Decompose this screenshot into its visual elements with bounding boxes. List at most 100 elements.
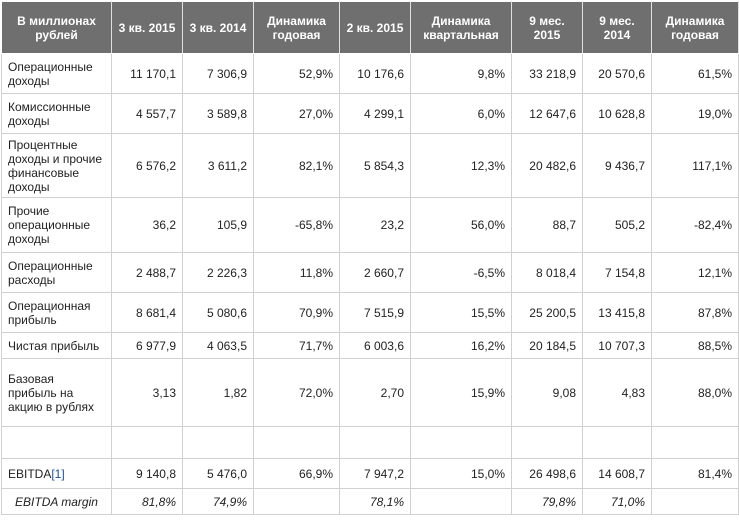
table-cell: 505,2 [582,197,652,253]
table-cell: 2 488,7 [111,252,183,293]
table-cell: 20 482,6 [511,133,583,198]
column-header: В миллионах рублей [1,1,112,54]
table-cell: 3,13 [111,358,183,427]
table-cell: 117,1% [651,133,739,198]
table-cell: 12,1% [651,252,739,293]
table-cell: 3 611,2 [182,133,254,198]
table-cell: 7 947,2 [339,458,411,489]
row-label: Чистая прибыль [1,332,112,359]
table-cell: 26 498,6 [511,458,583,489]
table-cell: 8 681,4 [111,292,183,333]
table-cell: 15,0% [410,458,512,489]
table-cell: 2 226,3 [182,252,254,293]
table-cell: -65,8% [253,197,340,253]
table-cell: 15,5% [410,292,512,333]
table-cell: 10 628,8 [582,93,652,134]
table-row: Чистая прибыль 6 977,9 4 063,5 71,7% 6 003,6… [1,332,739,359]
table-cell: 9,08 [511,358,583,427]
table-cell: 88,0% [651,358,739,427]
row-label: Операционные доходы [1,53,112,94]
table-cell: 10 707,3 [582,332,652,359]
ebitda-margin-row: EBITDA margin 81,8% 74,9% 78,1% 79,8% 71,0% [1,488,739,515]
table-cell [410,488,512,515]
table-cell: 6,0% [410,93,512,134]
table-cell: 6 977,9 [111,332,183,359]
table-cell [339,426,411,459]
table-row: Базовая прибыль на акцию в рублях 3,13 1,8… [1,358,739,427]
table-cell [182,426,254,459]
table-cell: 2,70 [339,358,411,427]
footnote-link[interactable]: [1] [51,466,65,481]
table-cell: 6 003,6 [339,332,411,359]
table-cell: 66,9% [253,458,340,489]
table-cell: 4,83 [582,358,652,427]
table-cell: 10 176,6 [339,53,411,94]
row-label: Операционные расходы [1,252,112,293]
table-cell: 88,5% [651,332,739,359]
table-row: Процентные доходы и прочие финансовые до… [1,133,739,198]
table-cell: 71,7% [253,332,340,359]
row-label: Прочие операционные доходы [1,197,112,253]
table-cell [651,426,739,459]
table-cell: 19,0% [651,93,739,134]
table-cell: 56,0% [410,197,512,253]
table-cell [410,426,512,459]
table-cell: 9 436,7 [582,133,652,198]
table-cell: 13 415,8 [582,292,652,333]
table-cell: 12,3% [410,133,512,198]
table-cell: 4 299,1 [339,93,411,134]
table-cell [511,426,583,459]
table-cell: 74,9% [182,488,254,515]
row-label: Комиссионные доходы [1,93,112,134]
table-cell: 88,7 [511,197,583,253]
table-cell: -82,4% [651,197,739,253]
row-label: EBITDA margin [1,488,112,515]
table-cell: 5 080,6 [182,292,254,333]
table-row: Прочие операционные доходы 36,2 105,9 -65,8… [1,197,739,253]
table-cell: 36,2 [111,197,183,253]
table-cell [253,488,340,515]
table-cell: 81,4% [651,458,739,489]
row-label: Процентные доходы и прочие финансовые до… [1,133,112,198]
table-cell: 9,8% [410,53,512,94]
table-cell: 7 306,9 [182,53,254,94]
column-header: Динамика годовая [253,1,340,54]
table-cell: 52,9% [253,53,340,94]
table-cell: 6 576,2 [111,133,183,198]
row-label [1,426,112,459]
table-cell: 25 200,5 [511,292,583,333]
table-cell: 4 557,7 [111,93,183,134]
table-cell [253,426,340,459]
ebitda-label: EBITDA [8,466,52,481]
table-row: Комиссионные доходы 4 557,7 3 589,8 27,0% 4 … [1,93,739,134]
table-cell: 82,1% [253,133,340,198]
table-cell: 12 647,6 [511,93,583,134]
table-row: Операционные доходы 11 170,1 7 306,9 52,9% 1… [1,53,739,94]
table-cell: 78,1% [339,488,411,515]
column-header: 3 кв. 2014 [182,1,254,54]
header-row: В миллионах рублей 3 кв. 2015 3 кв. 2014 Ди… [1,1,739,54]
table-cell [651,488,739,515]
column-header: 3 кв. 2015 [111,1,183,54]
table-cell: 105,9 [182,197,254,253]
table-cell: 5 854,3 [339,133,411,198]
table-cell: 15,9% [410,358,512,427]
table-row [1,426,739,459]
table-cell: 81,8% [111,488,183,515]
table-cell: 23,2 [339,197,411,253]
column-header: 2 кв. 2015 [339,1,411,54]
table-cell: 16,2% [410,332,512,359]
table-cell: 20 184,5 [511,332,583,359]
column-header: 9 мес. 2014 [582,1,652,54]
table-cell: 11 170,1 [111,53,183,94]
table-cell: 71,0% [582,488,652,515]
column-header: Динамика годовая [651,1,739,54]
row-label: Базовая прибыль на акцию в рублях [1,358,112,427]
row-label: Операционная прибыль [1,292,112,333]
table-cell [582,426,652,459]
table-cell [111,426,183,459]
table-row: Операционные расходы 2 488,7 2 226,3 11,8% 2… [1,252,739,293]
column-header: Динамика квартальная [410,1,512,54]
table-cell: 87,8% [651,292,739,333]
